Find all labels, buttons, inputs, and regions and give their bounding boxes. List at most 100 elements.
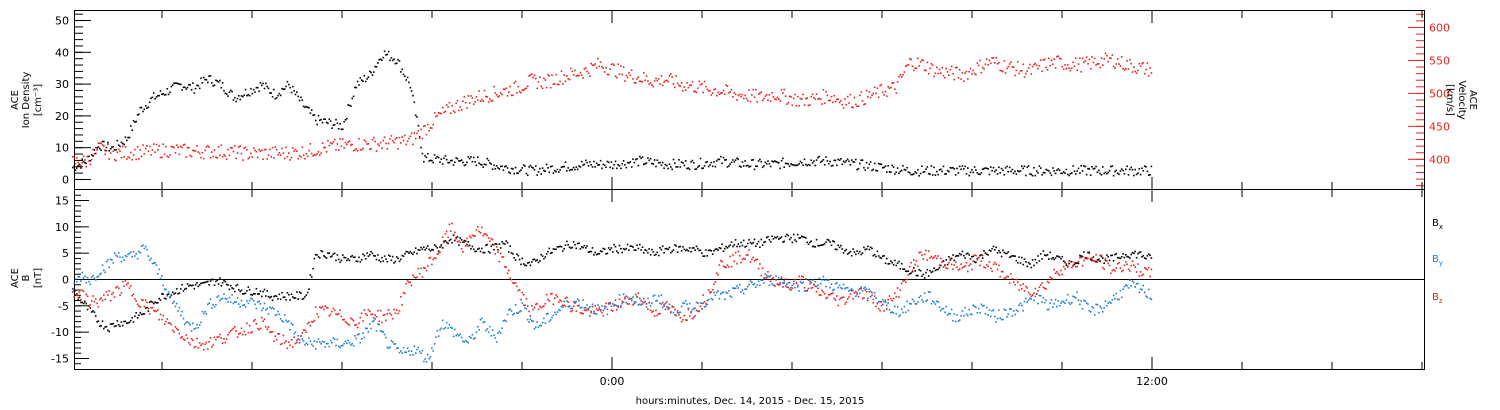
- ion-density-point: [1021, 165, 1023, 167]
- bz-point: [528, 310, 530, 313]
- bx-point: [363, 254, 366, 257]
- ion-density-point: [520, 169, 522, 171]
- by-point: [289, 328, 291, 331]
- ion-density-point: [1010, 170, 1012, 173]
- by-point: [545, 313, 548, 315]
- ion-density-point: [1138, 168, 1141, 170]
- bz-point: [481, 226, 483, 229]
- ion-density-point: [1071, 172, 1073, 174]
- bz-point: [694, 315, 696, 317]
- bx-point: [377, 254, 379, 256]
- bz-point: [957, 269, 960, 271]
- bz-point: [1075, 265, 1077, 268]
- bx-point: [752, 241, 754, 244]
- by-point: [116, 255, 119, 258]
- velocity-point: [590, 62, 592, 65]
- bx-point: [670, 251, 672, 254]
- bz-point: [120, 292, 123, 294]
- by-point: [880, 304, 883, 307]
- bx-point: [1091, 259, 1093, 262]
- by-point: [413, 345, 416, 347]
- bz-point: [417, 267, 420, 270]
- bx-point: [502, 242, 505, 245]
- ion-density-point: [402, 73, 405, 76]
- bx-point: [329, 256, 332, 258]
- bz-point: [1021, 288, 1023, 290]
- bz-point: [1142, 273, 1145, 276]
- by-point: [728, 290, 730, 292]
- by-point: [888, 309, 891, 311]
- bz-point: [578, 304, 580, 307]
- by-point: [574, 301, 576, 303]
- velocity-point: [771, 92, 773, 94]
- bx-point: [659, 247, 661, 249]
- bx-point: [197, 285, 200, 288]
- velocity-point: [505, 87, 507, 90]
- bx-point: [127, 322, 129, 324]
- by-point: [526, 318, 529, 321]
- time-tick-label: 12:00: [1136, 375, 1168, 388]
- bx-point: [1112, 260, 1115, 262]
- bx-point: [559, 245, 561, 248]
- bz-point: [350, 317, 352, 319]
- bx-point: [219, 277, 221, 279]
- bz-point: [207, 348, 209, 350]
- bx-point: [790, 236, 792, 239]
- velocity-point: [656, 79, 659, 82]
- by-point: [524, 307, 526, 309]
- velocity-point: [737, 94, 740, 97]
- ion-density-point: [1069, 172, 1072, 175]
- bx-point: [282, 296, 285, 299]
- bx-point: [108, 330, 110, 333]
- by-point: [1112, 294, 1115, 297]
- by-point: [764, 276, 767, 279]
- by-point: [335, 344, 337, 347]
- velocity-point: [432, 123, 434, 126]
- by-point: [968, 308, 970, 311]
- ion-density-point: [802, 164, 804, 166]
- velocity-point: [772, 96, 775, 98]
- bx-point: [802, 236, 804, 238]
- bx-point: [883, 255, 885, 257]
- velocity-point: [112, 150, 115, 152]
- by-point: [147, 255, 150, 257]
- ion-density-point: [937, 173, 939, 176]
- bz-point: [586, 308, 588, 311]
- velocity-point: [140, 155, 143, 158]
- ion-density-point: [1019, 170, 1022, 172]
- bz-point: [327, 307, 329, 309]
- bz-point: [1092, 259, 1095, 262]
- velocity-point: [541, 87, 544, 90]
- bx-point: [274, 294, 277, 297]
- by-point: [594, 312, 596, 315]
- ion-density-point: [379, 58, 382, 61]
- ion-density-point: [988, 173, 991, 176]
- bz-point: [1107, 262, 1109, 265]
- bz-point: [158, 318, 160, 321]
- bz-point: [895, 295, 898, 298]
- ion-density-point: [728, 165, 730, 167]
- ion-density-point: [1096, 171, 1099, 174]
- velocity-point: [512, 94, 514, 97]
- by-point: [828, 279, 830, 281]
- ion-density-point: [180, 83, 182, 86]
- ion-density-point: [1054, 172, 1057, 175]
- by-point: [406, 347, 409, 349]
- bx-point: [320, 250, 322, 252]
- by-point: [899, 314, 902, 316]
- velocity-point: [217, 146, 220, 148]
- velocity-point: [909, 57, 911, 60]
- bx-point: [120, 321, 123, 323]
- ion-density-point: [714, 165, 717, 168]
- bx-point: [136, 317, 139, 319]
- velocity-point: [963, 80, 965, 82]
- velocity-point: [764, 95, 767, 97]
- by-point: [282, 321, 285, 323]
- velocity-point: [526, 85, 529, 87]
- bx-point: [779, 237, 781, 239]
- by-point: [451, 327, 453, 329]
- bx-point: [489, 252, 491, 254]
- velocity-point: [822, 88, 825, 91]
- bz-point: [918, 251, 920, 254]
- ion-density-point: [726, 166, 729, 168]
